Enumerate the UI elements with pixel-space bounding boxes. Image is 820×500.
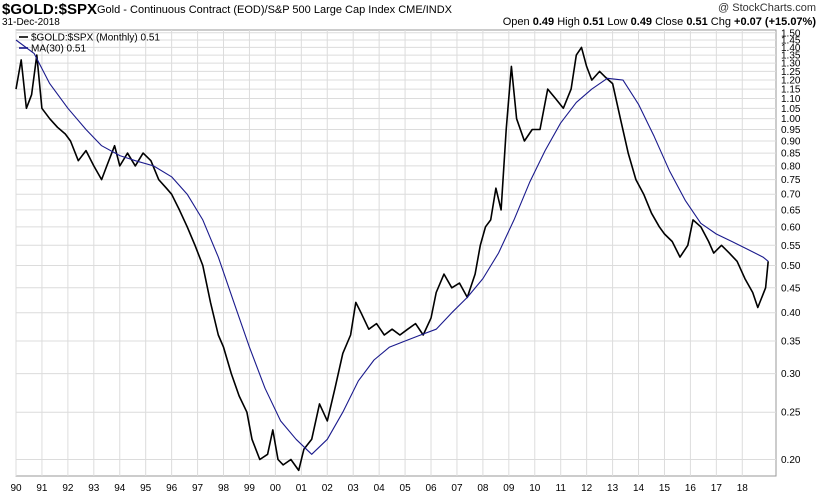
x-tick-label: 14 xyxy=(633,483,645,494)
chart-header: $GOLD:$SPX Gold - Continuous Contract (E… xyxy=(0,0,820,30)
x-tick-label: 98 xyxy=(218,483,230,494)
x-tick-label: 96 xyxy=(166,483,178,494)
legend-ma: MA(30) 0.51 xyxy=(31,44,86,55)
legend-price: $GOLD:$SPX (Monthly) 0.51 xyxy=(31,33,160,44)
x-tick-label: 16 xyxy=(685,483,697,494)
y-tick-label: 1.40 xyxy=(781,43,801,54)
x-tick-label: 12 xyxy=(581,483,593,494)
price-series-line xyxy=(15,46,769,472)
symbol-title: $GOLD:$SPX xyxy=(2,1,98,18)
x-tick-label: 05 xyxy=(400,483,412,494)
x-tick-label: 95 xyxy=(140,483,152,494)
low-label: Low xyxy=(607,16,628,28)
y-tick-label: 0.20 xyxy=(781,455,801,466)
high-label: High xyxy=(557,16,580,28)
y-tick-label: 1.50 xyxy=(781,28,801,39)
x-tick-label: 99 xyxy=(244,483,256,494)
x-tick-label: 93 xyxy=(88,483,100,494)
y-tick-label: 0.70 xyxy=(781,190,801,201)
low-value: 0.49 xyxy=(630,16,653,28)
x-tick-label: 13 xyxy=(607,483,619,494)
y-tick-label: 0.45 xyxy=(781,283,801,294)
chart-date: 31-Dec-2018 xyxy=(2,17,60,28)
y-tick-label: 1.25 xyxy=(781,67,801,78)
x-tick-label: 02 xyxy=(322,483,334,494)
open-value: 0.49 xyxy=(532,16,555,28)
moving-average-line xyxy=(15,39,769,455)
close-label: Close xyxy=(655,16,684,28)
x-tick-label: 94 xyxy=(114,483,126,494)
y-tick-label: 1.10 xyxy=(781,94,801,105)
y-tick-label: 0.40 xyxy=(781,308,801,319)
y-tick-label: 0.80 xyxy=(781,161,801,172)
y-tick-label: 0.25 xyxy=(781,408,801,419)
x-tick-label: 15 xyxy=(659,483,671,494)
y-tick-label: 1.20 xyxy=(781,76,801,87)
y-tick-label: 1.30 xyxy=(781,59,801,70)
chg-label: Chg xyxy=(710,16,731,28)
x-tick-label: 90 xyxy=(10,483,22,494)
y-tick-label: 1.15 xyxy=(781,85,801,96)
open-label: Open xyxy=(502,16,530,28)
y-tick-label: 0.35 xyxy=(781,336,801,347)
y-tick-label: 0.95 xyxy=(781,125,801,136)
y-tick-label: 0.30 xyxy=(781,369,801,380)
x-tick-label: 07 xyxy=(451,483,463,494)
x-tick-label: 92 xyxy=(62,483,74,494)
high-value: 0.51 xyxy=(582,16,605,28)
close-value: 0.51 xyxy=(686,16,708,28)
x-tick-label: 04 xyxy=(374,483,386,494)
x-tick-label: 01 xyxy=(296,483,308,494)
x-tick-label: 03 xyxy=(348,483,360,494)
y-tick-label: 0.85 xyxy=(781,149,801,160)
x-tick-label: 91 xyxy=(36,483,48,494)
x-tick-label: 08 xyxy=(477,483,489,494)
chg-value: +0.07 (+15.07%) xyxy=(734,16,816,28)
y-tick-label: 0.90 xyxy=(781,136,801,147)
x-tick-label: 06 xyxy=(425,483,437,494)
x-tick-label: 00 xyxy=(270,483,282,494)
x-tick-label: 11 xyxy=(556,483,567,494)
y-tick-label: 0.60 xyxy=(781,222,801,233)
y-tick-label: 1.45 xyxy=(781,35,801,46)
x-tick-label: 09 xyxy=(503,483,515,494)
y-tick-label: 0.75 xyxy=(781,175,801,186)
ohlc-readout: Open 0.49 High 0.51 Low 0.49 Close 0.51 … xyxy=(503,16,816,28)
y-tick-label: 1.05 xyxy=(781,104,801,115)
y-tick-label: 0.50 xyxy=(781,261,801,272)
plot-area xyxy=(15,29,777,477)
x-tick-label: 17 xyxy=(711,483,723,494)
x-tick-label: 10 xyxy=(529,483,541,494)
y-tick-label: 0.65 xyxy=(781,205,801,216)
y-tick-label: 0.55 xyxy=(781,241,801,252)
brand-watermark: @ StockCharts.com xyxy=(718,2,816,14)
symbol-description: Gold - Continuous Contract (EOD)/S&P 500… xyxy=(97,4,453,16)
x-tick-label: 18 xyxy=(737,483,749,494)
x-tick-label: 97 xyxy=(192,483,204,494)
y-tick-label: 1.00 xyxy=(781,114,801,125)
y-tick-label: 1.35 xyxy=(781,51,801,62)
